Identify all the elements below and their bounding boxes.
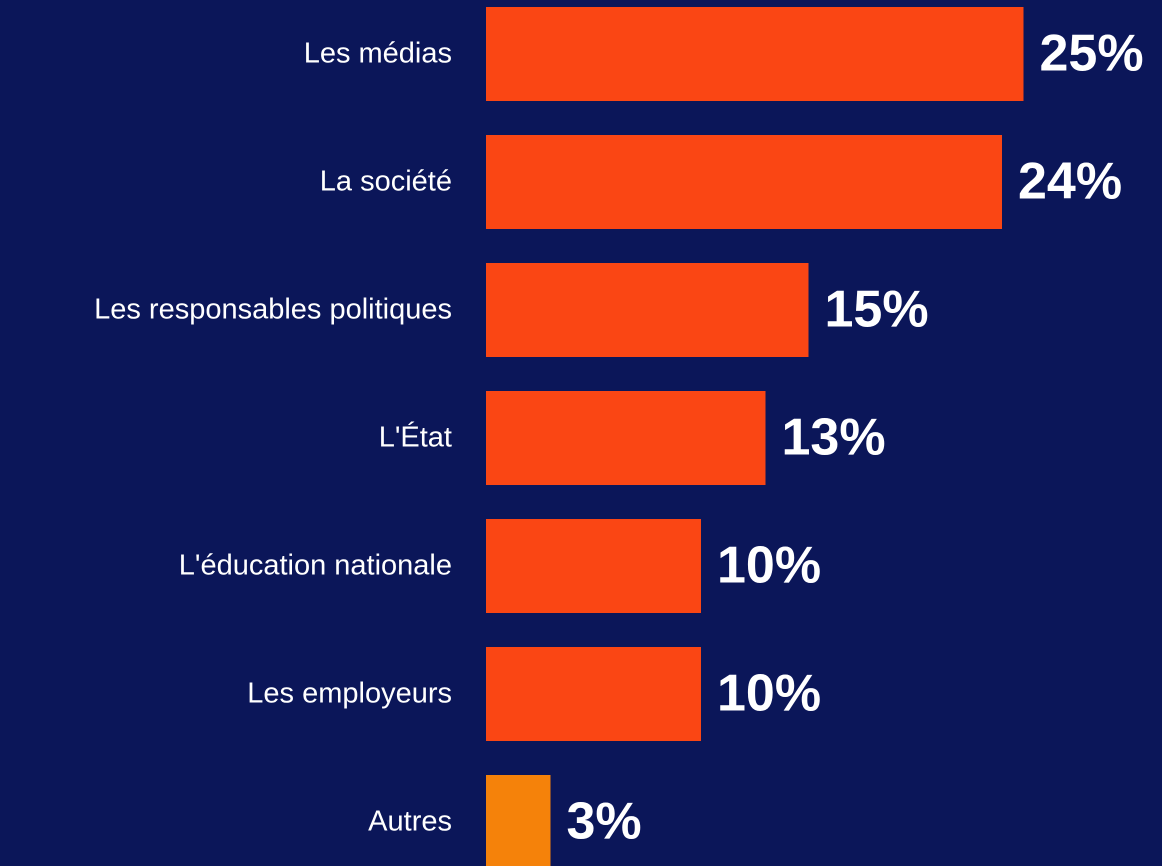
bar bbox=[486, 519, 701, 613]
bar bbox=[486, 391, 766, 485]
bar bbox=[486, 135, 1002, 229]
value-label: 10% bbox=[717, 537, 821, 595]
category-label: La société bbox=[320, 166, 452, 198]
value-label: 13% bbox=[782, 409, 886, 467]
category-label: L'éducation nationale bbox=[179, 550, 452, 582]
bar bbox=[486, 263, 809, 357]
value-label: 25% bbox=[1040, 25, 1144, 83]
category-label: Les responsables politiques bbox=[94, 294, 452, 326]
value-label: 15% bbox=[825, 281, 929, 339]
bar bbox=[486, 647, 701, 741]
category-label: Les médias bbox=[304, 38, 452, 70]
value-label: 24% bbox=[1018, 153, 1122, 211]
bar bbox=[486, 7, 1024, 101]
category-label: Les employeurs bbox=[247, 678, 452, 710]
category-label: Autres bbox=[368, 806, 452, 838]
value-label: 10% bbox=[717, 665, 821, 723]
category-label: L'État bbox=[379, 421, 452, 454]
bar bbox=[486, 775, 551, 866]
value-label: 3% bbox=[567, 793, 642, 851]
